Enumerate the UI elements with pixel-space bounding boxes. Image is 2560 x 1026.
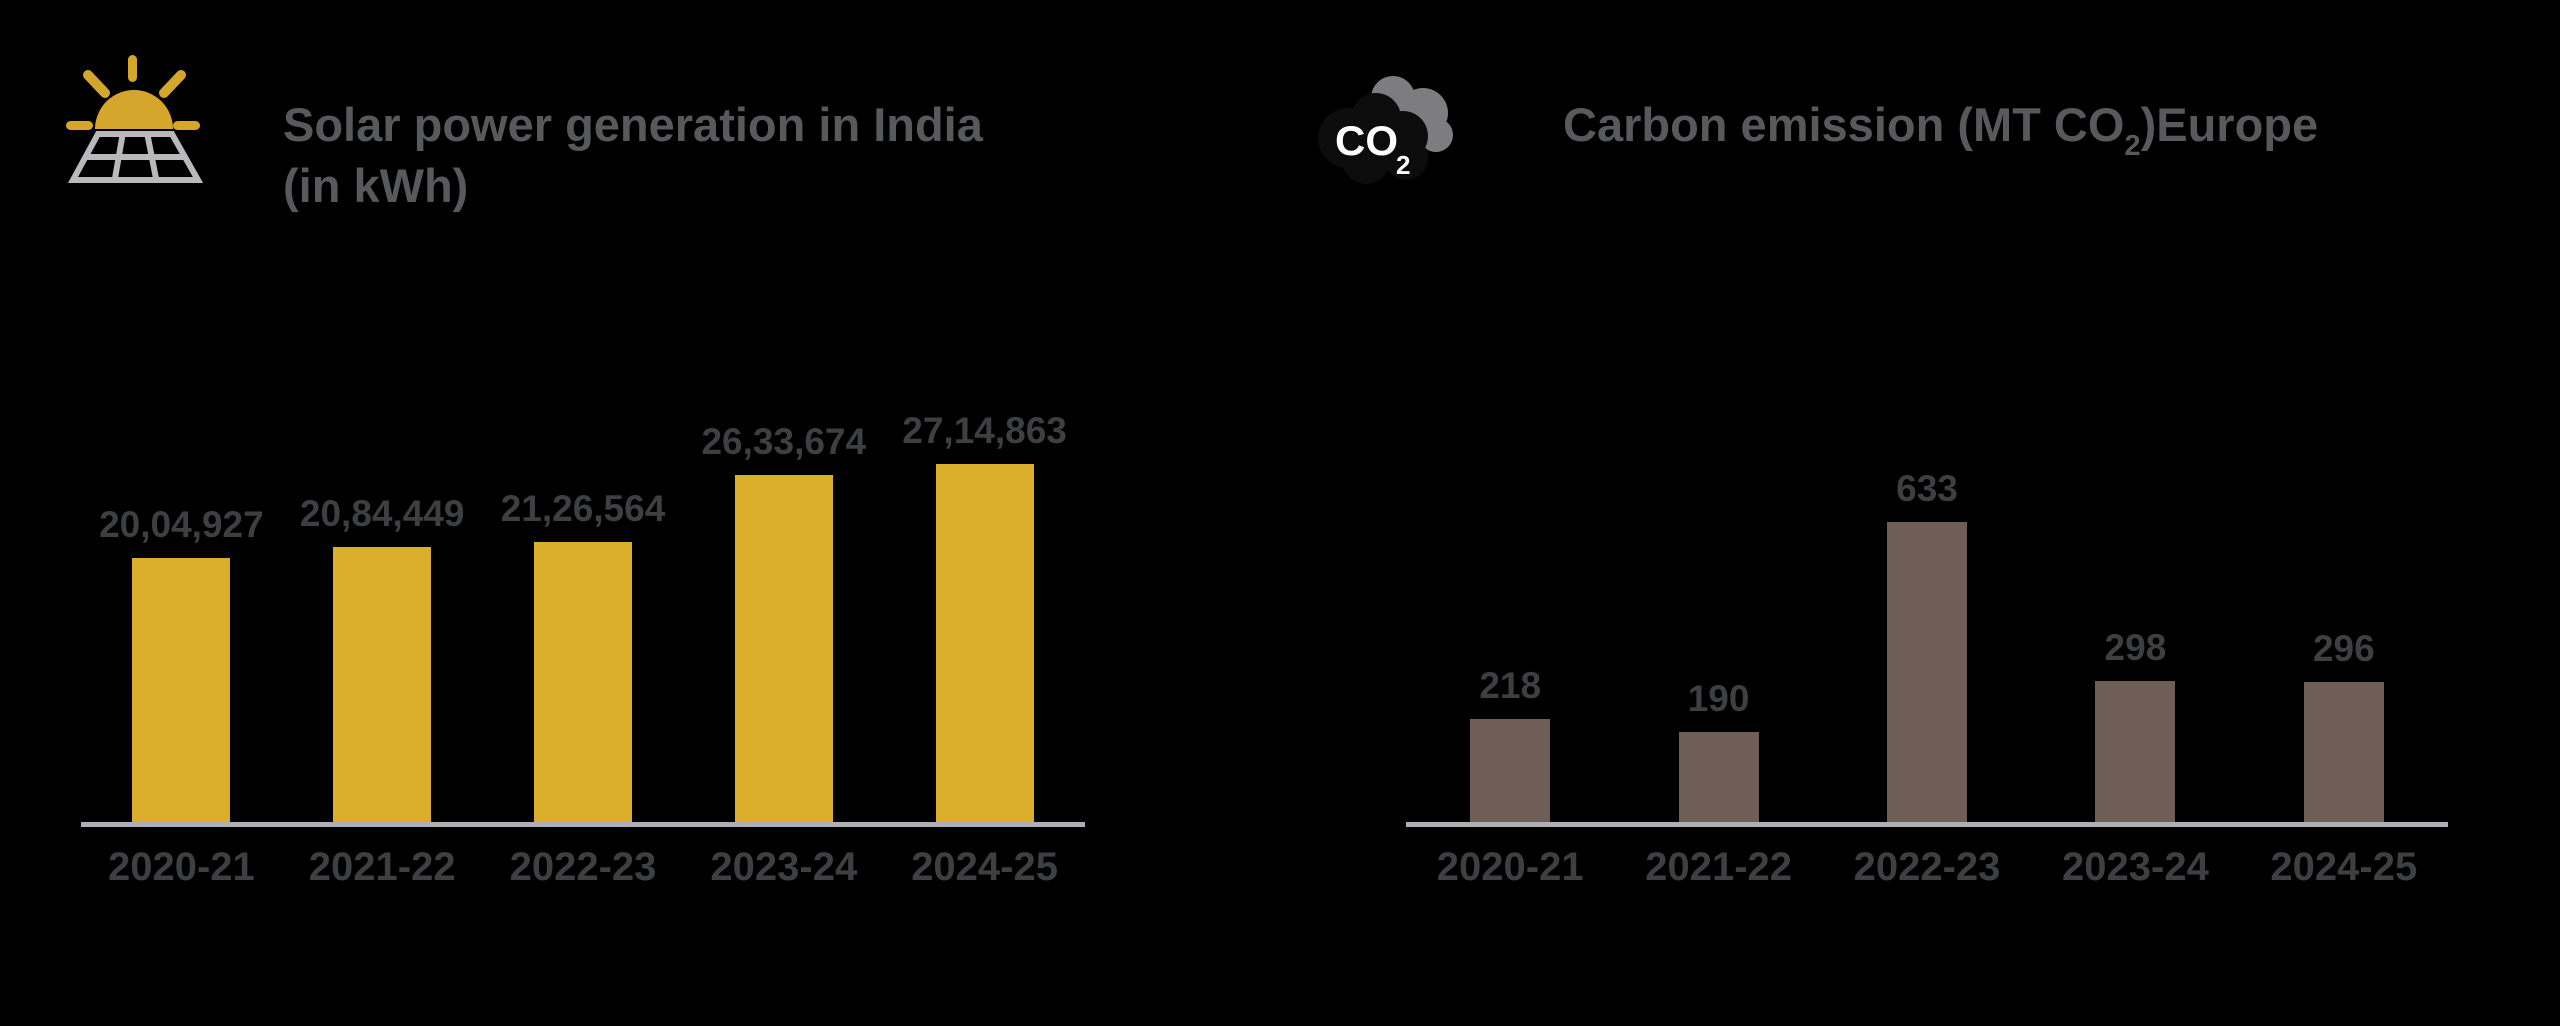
bar <box>2095 681 2176 822</box>
solar-panel-sun-icon <box>66 55 204 183</box>
bar-value-label: 190 <box>1687 678 1750 719</box>
bar-value-label: 20,04,927 <box>99 504 264 545</box>
bar <box>533 542 632 822</box>
x-axis-label: 2023-24 <box>2062 845 2209 889</box>
co2-icon-text: CO <box>1335 117 1398 164</box>
bar-group-2023-24: 298 <box>2031 387 2239 822</box>
x-axis-label: 2020-21 <box>1436 845 1584 889</box>
chart-title-prefix: Carbon emission (MT CO <box>1563 98 2125 151</box>
bar-group-2022-23: 21,26,564 <box>483 387 684 822</box>
solar-bar-plot: 20,04,927 20,84,449 21,26,564 26,33,674 27,1… <box>81 387 1085 827</box>
bar-group-2021-22: 190 <box>1614 387 1822 822</box>
bar-group-2024-25: 296 <box>2240 387 2448 822</box>
bar-group-2020-21: 20,04,927 <box>81 387 282 822</box>
chart-title-line1: Solar power generation in India <box>283 98 983 151</box>
x-axis-label: 2024-25 <box>2270 845 2418 889</box>
co2-cloud-icon: CO 2 <box>1318 76 1453 184</box>
x-axis-label: 2022-23 <box>509 845 657 889</box>
bar-value-label: 298 <box>2104 627 2167 668</box>
x-axis-label: 2022-23 <box>1853 845 2001 889</box>
bar-value-label: 26,33,674 <box>701 421 867 462</box>
bar <box>1887 522 1968 822</box>
bar <box>2303 682 2384 822</box>
bar-group-2023-24: 26,33,674 <box>683 387 884 822</box>
bar-group-2022-23: 633 <box>1823 387 2031 822</box>
bar-group-2021-22: 20,84,449 <box>282 387 483 822</box>
bar-value-label: 27,14,863 <box>902 410 1067 451</box>
chart-title-line2: (in kWh) <box>283 159 469 212</box>
x-axis-label: 2021-22 <box>1645 845 1792 889</box>
chart-title-carbon: Carbon emission (MT CO2)Europe <box>1563 94 2318 163</box>
chart-title-suffix: )Europe <box>2140 98 2319 151</box>
bar-value-label: 296 <box>2312 628 2375 669</box>
bar-value-label: 20,84,449 <box>299 493 465 534</box>
x-axis-label: 2024-25 <box>911 845 1058 889</box>
x-axis-label: 2021-22 <box>308 845 456 889</box>
bar <box>333 547 432 822</box>
carbon-chart-panel: CO 2 Carbon emission (MT CO2)Europe 218 1… <box>1280 0 2560 1026</box>
solar-chart-panel: Solar power generation in India (in kWh)… <box>66 55 1085 890</box>
bar <box>935 464 1034 822</box>
bar-value-label: 218 <box>1479 665 1542 706</box>
x-axis-label: 2023-24 <box>710 845 858 889</box>
bar-group-2020-21: 218 <box>1406 387 1614 822</box>
bar-group-2024-25: 27,14,863 <box>884 387 1085 822</box>
bar-value-label: 633 <box>1896 468 1958 509</box>
solar-x-axis-labels: 2020-21 2021-22 2022-23 2023-24 2024-25 <box>81 845 1085 890</box>
chart-title-subscript: 2 <box>2124 130 2141 162</box>
co2-icon-subscript: 2 <box>1396 150 1410 180</box>
chart-title-solar: Solar power generation in India (in kWh) <box>283 94 983 216</box>
bar <box>1470 719 1551 822</box>
carbon-bar-plot: 218 190 633 298 296 <box>1406 387 2448 827</box>
bar <box>734 475 833 822</box>
bar <box>1678 732 1759 822</box>
x-axis-label: 2020-21 <box>108 845 255 889</box>
carbon-x-axis-labels: 2020-21 2021-22 2022-23 2023-24 2024-25 <box>1406 845 2448 890</box>
bar-value-label: 21,26,564 <box>500 488 666 529</box>
bar <box>132 558 231 822</box>
